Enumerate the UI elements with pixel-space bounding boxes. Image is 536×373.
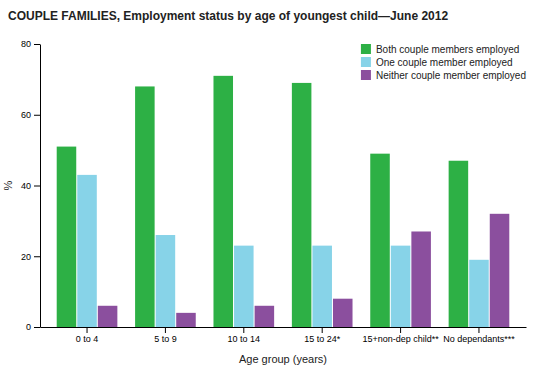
y-tick-label: 20 <box>21 252 31 262</box>
legend-swatch <box>361 57 371 67</box>
bar <box>57 147 77 327</box>
title: COUPLE FAMILIES, Employment status by ag… <box>8 9 448 23</box>
x-tick: 15 to 24* <box>304 327 341 344</box>
y-tick-mark <box>34 256 40 257</box>
legend-label: Both couple members employed <box>376 44 519 55</box>
x-tick-mark <box>400 327 401 333</box>
x-axis-line <box>41 327 527 328</box>
bar <box>77 175 97 327</box>
x-tick-mark <box>478 327 479 333</box>
x-tick-label: 5 to 9 <box>154 334 177 344</box>
y-tick: 0 <box>26 322 40 332</box>
legend-swatch <box>361 70 371 80</box>
x-tick-label: No dependants*** <box>443 334 515 344</box>
y-tick: 40 <box>21 181 40 191</box>
bar <box>135 86 155 327</box>
x-tick-mark <box>165 327 166 333</box>
bar <box>469 260 489 327</box>
bar-series <box>77 175 488 327</box>
y-tick-mark <box>34 186 40 187</box>
bar-series <box>98 214 509 327</box>
bar <box>98 306 118 327</box>
bar <box>156 235 176 327</box>
legend-label: One couple member employed <box>376 57 513 68</box>
bar <box>312 246 332 327</box>
legend-label: Neither couple member employed <box>376 70 526 81</box>
x-tick-label: 10 to 14 <box>228 334 261 344</box>
y-tick-label: 40 <box>21 181 31 191</box>
bar <box>370 154 390 327</box>
bar <box>490 214 510 327</box>
bar <box>411 231 431 327</box>
x-tick: 5 to 9 <box>154 327 177 344</box>
bar <box>292 83 312 327</box>
legend-swatch <box>361 44 371 54</box>
x-axis-title: Age group (years) <box>239 353 327 365</box>
bar <box>213 76 233 327</box>
chart: COUPLE FAMILIES, Employment status by ag… <box>0 0 536 373</box>
y-tick: 60 <box>21 110 40 120</box>
legend-item: Neither couple member employed <box>361 70 526 81</box>
x-tick-label: 15+non-dep child** <box>362 334 439 344</box>
plot: 0 to 4 5 to 9 10 to 14 15 to 24* 15+non-dep … <box>21 39 527 344</box>
bar <box>176 313 196 327</box>
legend: Both couple members employed One couple m… <box>361 44 526 81</box>
x-tick-label: 15 to 24* <box>304 334 341 344</box>
x-tick-mark <box>322 327 323 333</box>
y-tick: 80 <box>21 39 40 49</box>
y-tick-label: 0 <box>26 322 31 332</box>
y-tick-mark <box>34 115 40 116</box>
legend-item: Both couple members employed <box>361 44 519 55</box>
bar <box>391 246 411 327</box>
y-tick-label: 60 <box>21 110 31 120</box>
bars <box>57 76 510 327</box>
y-axis-title: % <box>2 180 14 190</box>
y-tick: 20 <box>21 252 40 262</box>
bar <box>333 299 353 327</box>
y-tick-mark <box>34 327 40 328</box>
x-tick: 15+non-dep child** <box>362 327 439 344</box>
bar <box>255 306 275 327</box>
x-tick-mark <box>243 327 244 333</box>
y-axis: 0 20 40 60 80 <box>21 39 41 332</box>
bar <box>234 246 254 327</box>
x-tick: No dependants*** <box>443 327 515 344</box>
x-axis: 0 to 4 5 to 9 10 to 14 15 to 24* 15+non-dep … <box>41 327 527 344</box>
x-tick-mark <box>87 327 88 333</box>
y-tick-mark <box>34 44 40 45</box>
x-tick-label: 0 to 4 <box>76 334 99 344</box>
y-axis-line <box>40 45 41 328</box>
x-tick: 10 to 14 <box>228 327 261 344</box>
bar <box>449 161 469 327</box>
bar-series <box>57 76 468 327</box>
y-tick-label: 80 <box>21 39 31 49</box>
x-tick: 0 to 4 <box>76 327 99 344</box>
legend-item: One couple member employed <box>361 57 513 68</box>
